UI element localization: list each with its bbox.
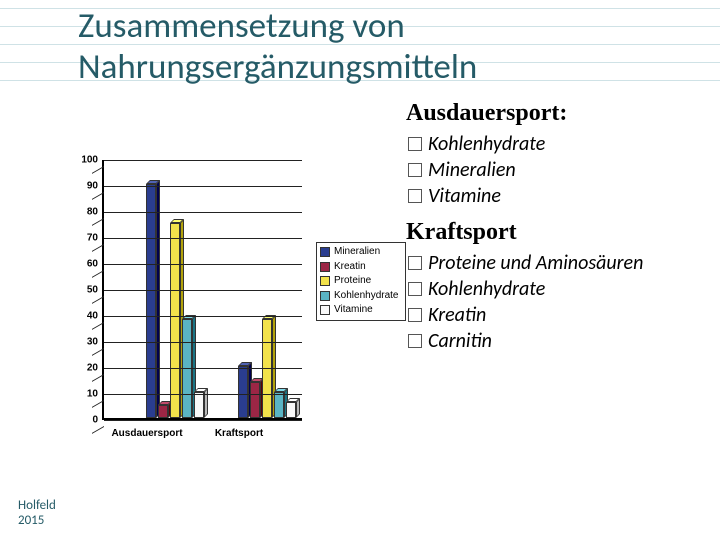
ytick-label: 100 (72, 155, 98, 166)
bar (194, 392, 204, 418)
section-heading-kraft: Kraftsport (406, 219, 706, 246)
bar (274, 392, 284, 418)
legend-label: Mineralien (334, 245, 380, 260)
footer: Holfeld 2015 (18, 499, 56, 528)
bar-chart: MineralienKreatinProteineKohlenhydrateVi… (72, 160, 398, 480)
legend-label: Kreatin (334, 260, 366, 275)
bar (158, 405, 168, 418)
legend-item: Proteine (320, 274, 402, 289)
bullet-list-kraft: Proteine und Aminosäuren Kohlenhydrate K… (406, 250, 706, 354)
bar (238, 366, 248, 418)
ytick-label: 70 (72, 233, 98, 244)
footer-author: Holfeld (18, 499, 56, 513)
footer-year: 2015 (18, 514, 56, 528)
list-item: Carnitin (406, 328, 706, 354)
legend-item: Mineralien (320, 245, 402, 260)
text-column: Ausdauersport: Kohlenhydrate Mineralien … (406, 100, 706, 354)
legend-label: Proteine (334, 274, 371, 289)
legend-item: Kreatin (320, 260, 402, 275)
list-item: Mineralien (406, 157, 706, 183)
ytick-label: 20 (72, 363, 98, 374)
ytick-label: 60 (72, 259, 98, 270)
xtick-label: Ausdauersport (102, 428, 192, 439)
ytick-label: 40 (72, 311, 98, 322)
chart-legend: MineralienKreatinProteineKohlenhydrateVi… (316, 242, 406, 321)
ytick-label: 50 (72, 285, 98, 296)
ytick-label: 0 (72, 415, 98, 426)
legend-label: Kohlenhydrate (334, 289, 399, 304)
legend-label: Vitamine (334, 303, 373, 318)
ytick-label: 10 (72, 389, 98, 400)
ytick-label: 80 (72, 207, 98, 218)
bullet-list-ausdauer: Kohlenhydrate Mineralien Vitamine (406, 131, 706, 209)
list-item: Proteine und Aminosäuren (406, 250, 706, 276)
legend-item: Vitamine (320, 303, 402, 318)
list-item: Kohlenhydrate (406, 276, 706, 302)
list-item: Kohlenhydrate (406, 131, 706, 157)
list-item: Kreatin (406, 302, 706, 328)
bar (146, 184, 156, 418)
list-item: Vitamine (406, 183, 706, 209)
bar (250, 382, 260, 418)
bar (286, 402, 296, 418)
ytick-label: 90 (72, 181, 98, 192)
ytick-label: 30 (72, 337, 98, 348)
page-title: Zusammensetzung von Nahrungsergänzungsmi… (78, 6, 720, 89)
xtick-label: Kraftsport (194, 428, 284, 439)
section-heading-ausdauer: Ausdauersport: (406, 100, 706, 127)
legend-item: Kohlenhydrate (320, 289, 402, 304)
bar (170, 223, 180, 418)
